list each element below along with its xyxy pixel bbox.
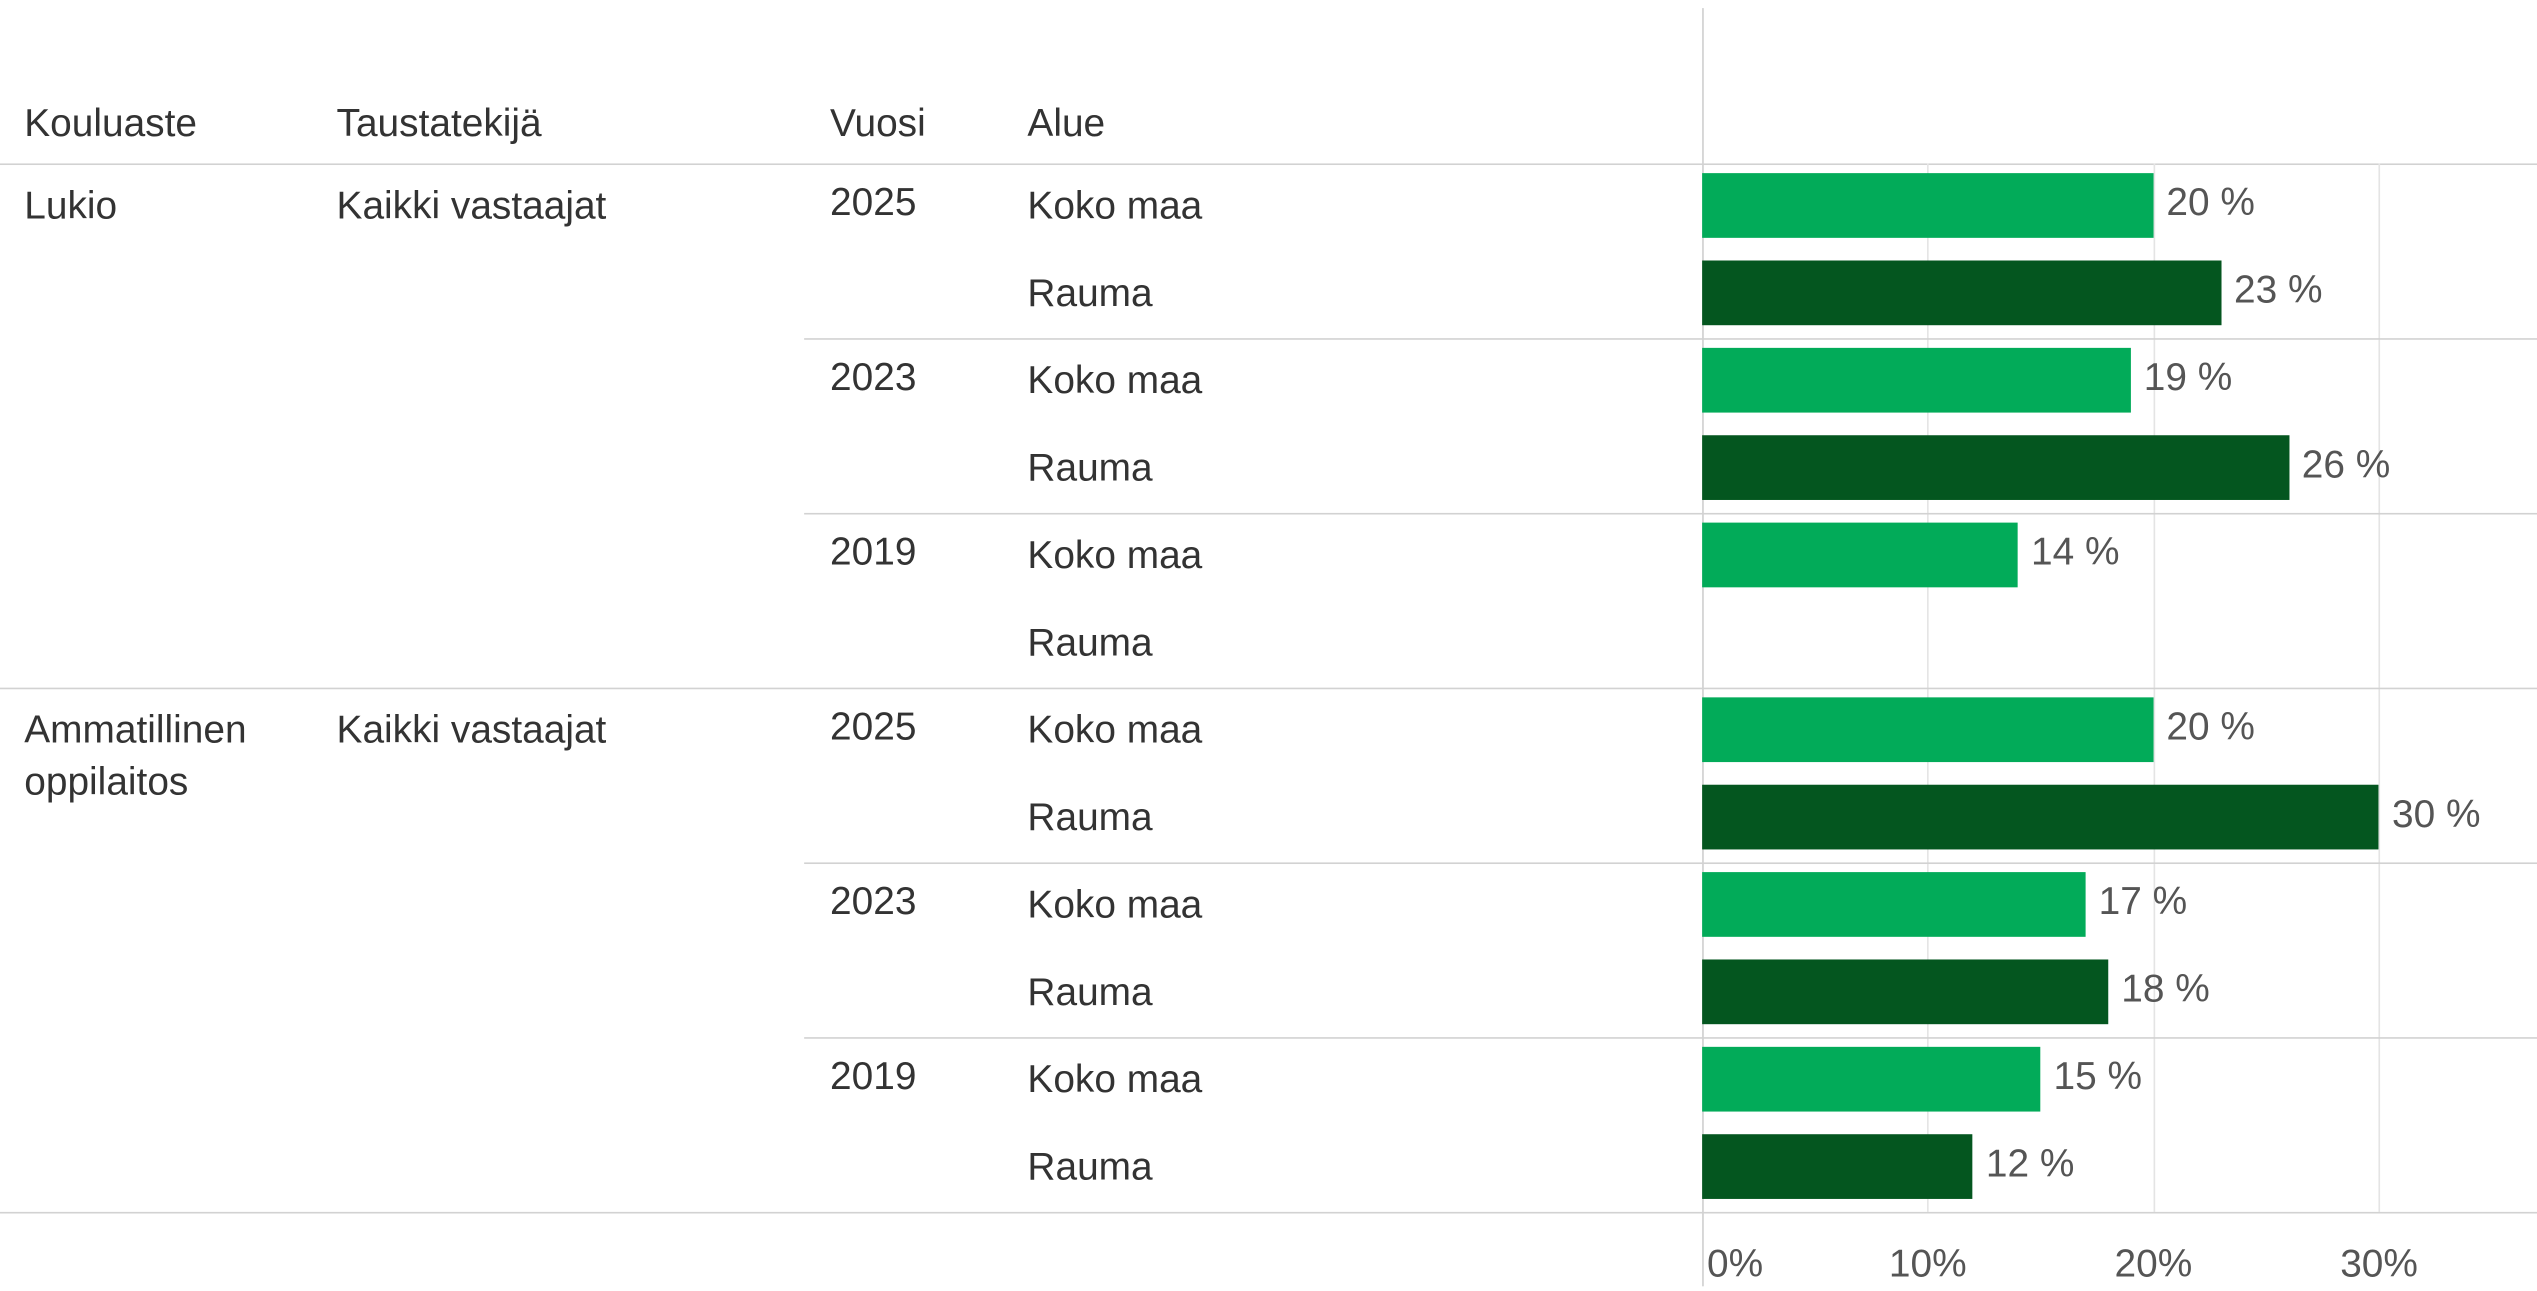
bar	[1702, 435, 2289, 500]
year-line	[804, 512, 2537, 515]
header-line	[0, 163, 2537, 166]
alue: Koko maa	[1027, 533, 1203, 578]
bar	[1702, 784, 2380, 850]
column-header: Alue	[1027, 101, 1106, 146]
alue: Rauma	[1027, 621, 1153, 665]
value-label: 30 %	[2392, 792, 2481, 837]
bar	[1702, 522, 2019, 588]
value-label: 17 %	[2098, 880, 2188, 924]
bar	[1702, 697, 2154, 763]
alue: Koko maa	[1027, 883, 1203, 928]
alue: Rauma	[1027, 970, 1153, 1015]
group-line	[0, 687, 2537, 690]
vuosi: 2023	[830, 880, 917, 924]
x-tick-label: 0%	[1706, 1242, 1764, 1287]
vuosi: 2019	[830, 530, 917, 575]
vuosi: 2025	[830, 705, 917, 750]
alue: Koko maa	[1027, 1058, 1203, 1102]
alue: Rauma	[1027, 796, 1153, 840]
taustatekija: Kaikki vastaajat	[336, 184, 607, 229]
value-label: 19 %	[2143, 355, 2233, 400]
kouluaste: Ammatillinen oppilaitos	[24, 708, 247, 805]
year-line	[804, 862, 2537, 865]
value-label: 14 %	[2030, 530, 2120, 575]
taustatekija: Kaikki vastaajat	[336, 708, 607, 753]
alue: Koko maa	[1027, 708, 1203, 753]
year-line	[804, 338, 2537, 340]
bar	[1702, 173, 2154, 238]
x-tick-label: 10%	[1888, 1242, 1967, 1287]
vuosi: 2019	[830, 1054, 917, 1099]
alue: Koko maa	[1027, 184, 1203, 229]
vuosi: 2023	[830, 355, 917, 400]
year-line	[804, 1037, 2537, 1039]
bar	[1702, 959, 2109, 1025]
bar	[1702, 1046, 2041, 1112]
column-header: Kouluaste	[24, 101, 197, 146]
value-label: 20 %	[2166, 181, 2255, 225]
value-label: 20 %	[2166, 705, 2255, 750]
kouluaste: Lukio	[24, 184, 118, 229]
x-tick-label: 30%	[2340, 1242, 2418, 1287]
x-tick-label: 20%	[2114, 1242, 2193, 1287]
value-label: 12 %	[1985, 1142, 2075, 1186]
value-label: 26 %	[2301, 443, 2391, 488]
alue: Rauma	[1027, 1145, 1153, 1190]
column-header: Taustatekijä	[336, 101, 542, 146]
vuosi: 2025	[830, 181, 917, 225]
alue: Rauma	[1027, 271, 1153, 316]
value-label: 15 %	[2053, 1054, 2143, 1099]
alue: Koko maa	[1027, 359, 1203, 403]
alue: Rauma	[1027, 446, 1153, 491]
bar	[1702, 1134, 1973, 1199]
axis-line	[1702, 8, 1704, 1287]
bar	[1702, 260, 2222, 326]
bar	[1702, 872, 2086, 937]
column-header: Vuosi	[830, 101, 926, 146]
value-label: 18 %	[2121, 967, 2210, 1012]
bar	[1702, 347, 2131, 413]
value-label: 23 %	[2234, 268, 2323, 313]
group-line	[0, 1211, 2537, 1214]
